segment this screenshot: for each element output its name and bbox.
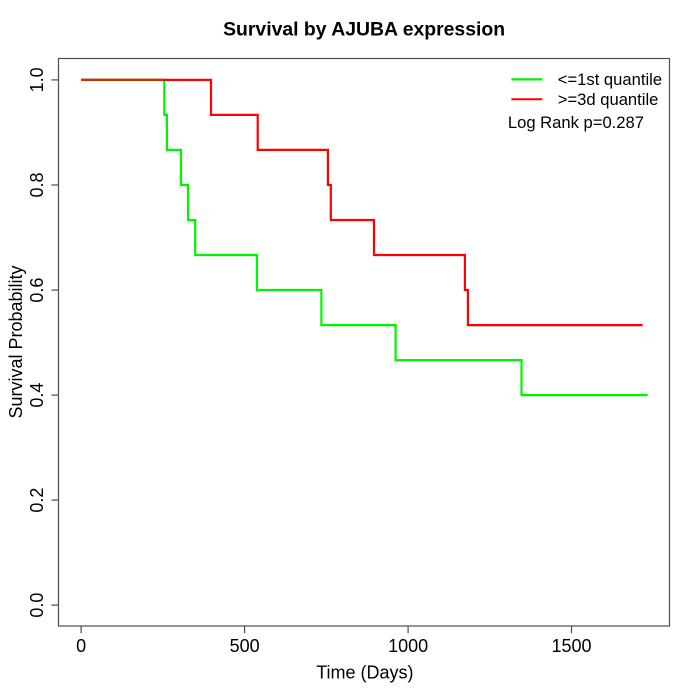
svg-text:Survival Probability: Survival Probability (6, 265, 26, 418)
svg-text:1.0: 1.0 (27, 67, 47, 92)
svg-text:Time (Days): Time (Days) (316, 663, 413, 683)
svg-text:0: 0 (76, 636, 86, 656)
svg-text:1000: 1000 (388, 636, 428, 656)
svg-text:Survival by AJUBA expression: Survival by AJUBA expression (223, 19, 505, 41)
svg-text:0.4: 0.4 (27, 383, 47, 408)
svg-text:Log Rank p=0.287: Log Rank p=0.287 (508, 113, 644, 132)
svg-text:0.2: 0.2 (27, 488, 47, 513)
svg-text:>=3d quantile: >=3d quantile (558, 90, 659, 109)
svg-text:500: 500 (230, 636, 260, 656)
svg-text:0.6: 0.6 (27, 278, 47, 303)
svg-text:1500: 1500 (551, 636, 591, 656)
svg-text:0.0: 0.0 (27, 593, 47, 618)
svg-text:<=1st quantile: <=1st quantile (558, 70, 662, 89)
svg-text:0.8: 0.8 (27, 172, 47, 197)
